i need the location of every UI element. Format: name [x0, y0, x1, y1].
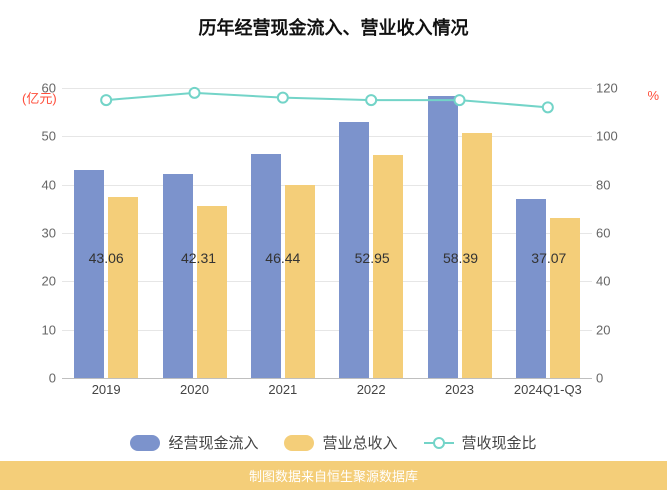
line-marker	[101, 95, 111, 105]
y-left-tick: 20	[28, 274, 56, 289]
legend-item: 营业总收入	[284, 432, 397, 453]
legend-swatch-bar	[130, 435, 160, 451]
y-left-tick: 30	[28, 226, 56, 241]
y-right-tick: 60	[596, 226, 636, 241]
line-series	[62, 88, 592, 378]
footer-source: 制图数据来自恒生聚源数据库	[0, 461, 667, 490]
y-right-tick: 40	[596, 274, 636, 289]
x-tick: 2024Q1-Q3	[514, 382, 582, 397]
y-right-tick: 120	[596, 81, 636, 96]
y-right-tick: 20	[596, 322, 636, 337]
x-tick: 2022	[357, 382, 386, 397]
legend-swatch-line	[424, 436, 454, 450]
y-right-tick: 80	[596, 177, 636, 192]
line-marker	[455, 95, 465, 105]
chart-title: 历年经营现金流入、营业收入情况	[0, 0, 667, 40]
y-right-unit: %	[647, 88, 659, 103]
x-tick: 2019	[92, 382, 121, 397]
y-left-tick: 0	[28, 371, 56, 386]
y-left-tick: 10	[28, 322, 56, 337]
plot-region: 010203040506002040608010012043.0642.3146…	[62, 88, 592, 379]
legend-item: 经营现金流入	[130, 432, 258, 453]
y-right-tick: 100	[596, 129, 636, 144]
y-left-tick: 50	[28, 129, 56, 144]
line-marker	[366, 95, 376, 105]
x-tick: 2020	[180, 382, 209, 397]
line-marker	[190, 88, 200, 98]
chart-area: (亿元) % 010203040506002040608010012043.06…	[0, 40, 667, 426]
legend-swatch-bar	[284, 435, 314, 451]
x-tick: 2023	[445, 382, 474, 397]
line-marker	[278, 93, 288, 103]
legend-label: 经营现金流入	[168, 432, 258, 453]
x-tick: 2021	[268, 382, 297, 397]
y-left-tick: 40	[28, 177, 56, 192]
y-right-tick: 0	[596, 371, 636, 386]
legend: 经营现金流入 营业总收入 营收现金比	[0, 426, 667, 453]
y-left-tick: 60	[28, 81, 56, 96]
legend-item: 营收现金比	[424, 432, 537, 453]
line-marker	[543, 102, 553, 112]
x-axis-categories: 2019 2020 2021 2022 2023 2024Q1-Q3	[62, 382, 592, 402]
legend-label: 营收现金比	[462, 432, 537, 453]
legend-label: 营业总收入	[322, 432, 397, 453]
